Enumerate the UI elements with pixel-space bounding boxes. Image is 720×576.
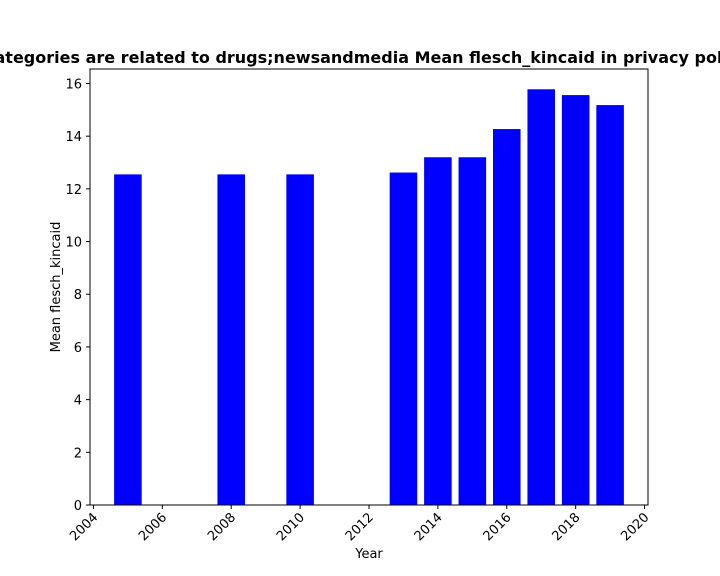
- bar-2008: [217, 174, 245, 506]
- x-tick-label: 2012: [343, 510, 377, 544]
- y-tick-label: 8: [74, 288, 82, 303]
- bar-2017: [527, 89, 555, 506]
- y-tick-label: 14: [65, 130, 82, 145]
- x-tick-label: 2014: [412, 510, 446, 544]
- x-tick-label: 2016: [481, 510, 515, 544]
- bar-2005: [114, 174, 142, 506]
- y-tick-label: 2: [74, 446, 82, 461]
- y-axis-ticks: 0 2 4 6 8 10 12 14 16: [65, 77, 90, 514]
- y-axis-label: Mean flesch_kincaid: [49, 222, 64, 353]
- y-tick-label: 10: [65, 236, 82, 251]
- x-axis-ticks: 2004 2006 2008 2010 2012 2014 2016 2018 2020: [67, 505, 652, 544]
- chart-title: Categories are related to drugs;newsandm…: [0, 48, 720, 67]
- x-axis-label: Year: [354, 547, 383, 562]
- x-tick-label: 2008: [205, 510, 239, 544]
- x-tick-label: 2004: [67, 510, 101, 544]
- y-tick-label: 6: [74, 341, 82, 356]
- y-tick-label: 0: [74, 499, 82, 514]
- y-tick-label: 16: [65, 77, 82, 92]
- bar-2018: [561, 95, 590, 505]
- bar-2016: [493, 129, 521, 506]
- bar-2015: [458, 157, 487, 505]
- bar-2010: [286, 174, 314, 506]
- bars-group: [114, 89, 624, 506]
- x-tick-label: 2020: [618, 510, 652, 544]
- x-tick-label: 2010: [274, 510, 308, 544]
- x-tick-label: 2006: [136, 510, 170, 544]
- bar-2019: [596, 105, 624, 505]
- x-tick-label: 2018: [549, 510, 583, 544]
- bar-2013: [389, 172, 418, 505]
- y-tick-label: 12: [65, 183, 82, 198]
- bar-2014: [424, 157, 452, 505]
- y-tick-label: 4: [74, 394, 82, 409]
